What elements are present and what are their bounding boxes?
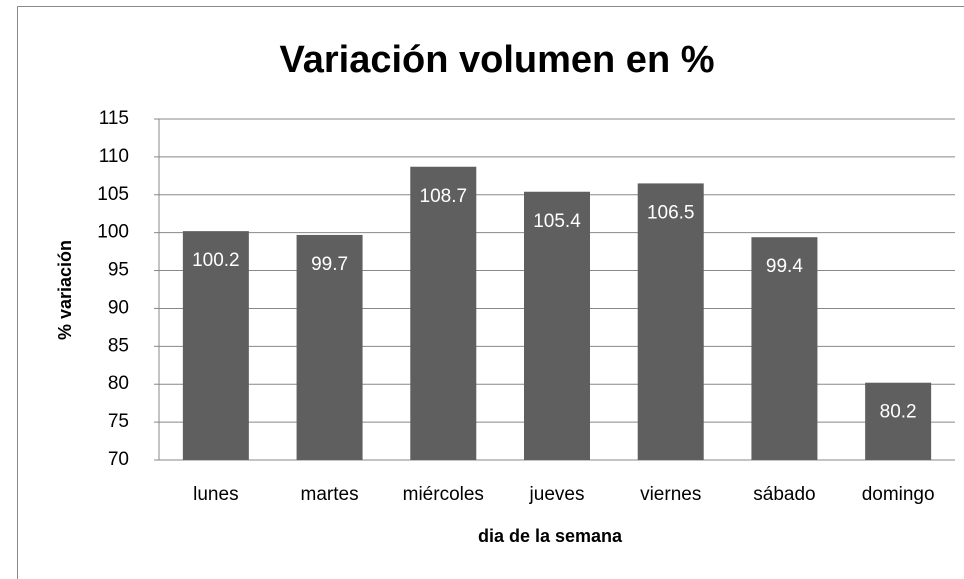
y-tick-label: 70 xyxy=(108,449,129,470)
x-tick-label: viernes xyxy=(640,484,701,505)
y-tick-label: 90 xyxy=(108,297,129,318)
y-tick-label: 95 xyxy=(108,260,129,281)
data-label: 106.5 xyxy=(647,202,695,223)
bar xyxy=(751,237,818,460)
bar xyxy=(524,191,590,460)
y-tick-label: 110 xyxy=(99,146,129,167)
data-label: 99.7 xyxy=(311,254,348,275)
bar xyxy=(637,183,704,460)
x-tick-label: domingo xyxy=(862,484,935,505)
x-tick-label: martes xyxy=(301,484,359,505)
data-label: 99.4 xyxy=(766,256,803,277)
y-tick-label: 75 xyxy=(108,411,129,432)
x-tick-label: lunes xyxy=(193,484,238,505)
y-tick-label: 85 xyxy=(108,335,129,356)
x-tick-label: jueves xyxy=(529,484,585,505)
data-label: 100.2 xyxy=(192,250,240,271)
x-axis-title: dia de la semana xyxy=(478,526,623,546)
y-tick-label: 80 xyxy=(108,373,129,394)
y-tick-label: 100 xyxy=(97,222,129,243)
chart-title: Variación volumen en % xyxy=(279,39,714,81)
bar xyxy=(410,166,477,461)
y-tick-label: 115 xyxy=(99,108,129,129)
data-label: 108.7 xyxy=(420,186,468,207)
data-label: 105.4 xyxy=(533,211,581,232)
x-tick-label: miércoles xyxy=(403,484,484,505)
bar xyxy=(182,231,249,460)
data-label: 80.2 xyxy=(880,402,917,423)
bar xyxy=(296,234,363,460)
y-tick-label: 105 xyxy=(97,184,129,205)
y-axis-title: % variación xyxy=(55,240,75,340)
x-tick-label: sábado xyxy=(753,484,815,505)
bar xyxy=(865,382,932,460)
